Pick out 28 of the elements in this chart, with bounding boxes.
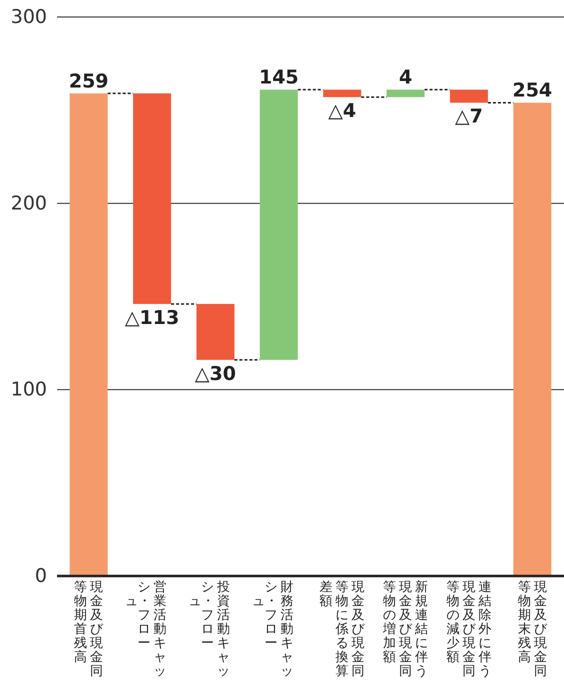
- data-label: △113: [124, 306, 180, 329]
- bar: [133, 93, 172, 304]
- data-label: 254: [512, 80, 552, 102]
- data-label: 4: [398, 66, 412, 89]
- y-tick-label: 100: [10, 378, 47, 401]
- bar: [196, 304, 234, 360]
- y-tick-label: 300: [10, 6, 47, 28]
- bar: [323, 90, 362, 98]
- bar: [450, 90, 488, 103]
- category-label: 財務活動キャッシュ・フロー: [252, 580, 294, 679]
- category-label: 投資活動キャッシュ・フロー: [188, 580, 230, 679]
- data-label: △30: [194, 362, 236, 385]
- bar: [386, 90, 425, 98]
- category-label: 連結除外に伴う現金及び現金同等物の減少額: [446, 580, 492, 679]
- data-label: △7: [455, 106, 483, 128]
- category-label: 営業活動キャッシュ・フロー: [125, 580, 167, 679]
- y-tick-label: 200: [10, 192, 47, 214]
- data-label: 145: [258, 66, 299, 89]
- category-label: 現金及び現金同等物に係る換算差額: [320, 580, 365, 679]
- category-label: 現金及び現金同等物期末残高: [518, 580, 547, 679]
- y-tick-label: 0: [34, 565, 47, 587]
- category-label: 新規連結に伴う現金及び現金同等物の増加額: [383, 580, 428, 679]
- category-label: 現金及び現金同等物期首残高: [74, 580, 104, 679]
- data-label: 259: [68, 70, 109, 92]
- bar: [513, 102, 552, 576]
- bar: [70, 93, 108, 576]
- data-label: △4: [328, 100, 356, 122]
- bar: [260, 90, 298, 360]
